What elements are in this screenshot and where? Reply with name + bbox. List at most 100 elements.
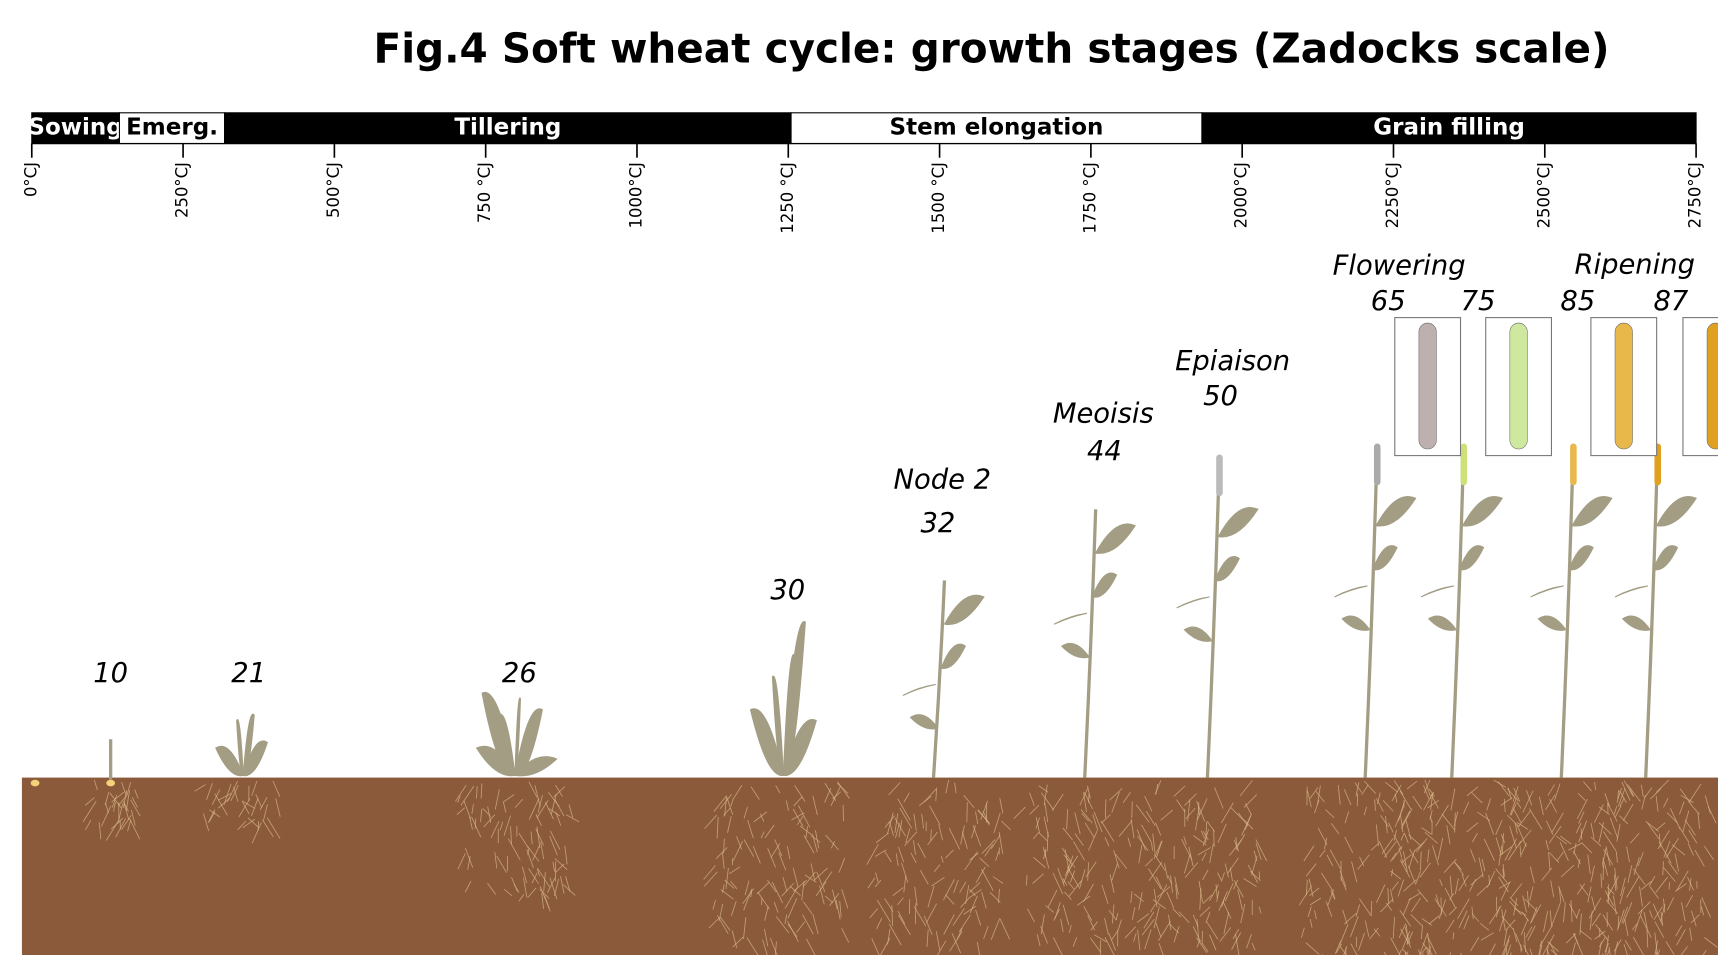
root xyxy=(796,921,806,933)
root xyxy=(1145,810,1156,826)
root xyxy=(824,782,837,801)
root xyxy=(989,892,1001,903)
root xyxy=(1639,886,1643,907)
root xyxy=(1609,817,1619,839)
leaf xyxy=(909,714,939,730)
ear xyxy=(1570,443,1577,486)
root xyxy=(123,803,130,820)
root xyxy=(1152,899,1166,910)
root xyxy=(945,849,954,859)
root xyxy=(759,813,765,822)
root xyxy=(1598,821,1604,843)
root xyxy=(1665,837,1679,859)
root xyxy=(1607,876,1619,897)
root xyxy=(1350,916,1359,938)
root xyxy=(1344,836,1354,854)
root xyxy=(969,895,978,914)
root xyxy=(899,807,913,829)
root xyxy=(241,800,256,809)
root xyxy=(535,828,544,846)
root xyxy=(1577,858,1581,869)
root xyxy=(1502,864,1505,877)
root xyxy=(1655,822,1666,831)
root xyxy=(1404,926,1411,945)
stage-code: 32 xyxy=(920,508,955,539)
root xyxy=(1549,798,1558,813)
root xyxy=(1384,781,1399,793)
root xyxy=(1545,794,1556,811)
root xyxy=(1630,832,1640,844)
root xyxy=(931,877,945,887)
root xyxy=(1306,790,1312,808)
root xyxy=(839,900,842,917)
root xyxy=(1394,806,1404,828)
plants xyxy=(30,317,1718,787)
leaf xyxy=(1427,615,1457,631)
root xyxy=(1063,854,1076,868)
leaf xyxy=(1530,585,1564,598)
root xyxy=(1549,910,1553,928)
root xyxy=(1419,933,1429,954)
stem xyxy=(1083,509,1098,778)
root xyxy=(1590,836,1602,847)
root xyxy=(1429,810,1433,820)
root xyxy=(778,852,787,871)
leaf xyxy=(215,745,244,777)
root xyxy=(1389,889,1394,903)
root xyxy=(464,880,472,893)
root xyxy=(1613,805,1618,815)
root xyxy=(1591,912,1602,927)
root xyxy=(976,942,981,955)
root xyxy=(1334,940,1342,954)
root xyxy=(1702,949,1707,955)
root xyxy=(1547,941,1559,952)
scale-label: 250°CJ xyxy=(173,162,192,218)
group-name: Flowering xyxy=(1333,251,1466,282)
stage-code: 30 xyxy=(770,575,805,606)
root xyxy=(888,782,901,796)
root xyxy=(1174,876,1179,896)
root xyxy=(1428,788,1435,797)
root xyxy=(541,892,545,909)
root xyxy=(1038,832,1048,842)
root xyxy=(1687,843,1695,856)
root xyxy=(1079,787,1089,806)
root xyxy=(1163,863,1169,879)
root xyxy=(1172,908,1182,918)
leaf xyxy=(1621,615,1651,631)
root xyxy=(1545,840,1549,851)
root xyxy=(544,895,551,912)
root xyxy=(1602,914,1614,931)
root xyxy=(1438,899,1447,920)
root xyxy=(774,941,777,955)
root xyxy=(1423,785,1430,800)
root xyxy=(959,881,967,893)
leaf xyxy=(1568,545,1594,571)
root xyxy=(1538,940,1542,955)
root xyxy=(1514,822,1518,834)
root xyxy=(1400,928,1412,948)
root xyxy=(958,914,971,933)
phase-label: Tillering xyxy=(454,115,561,141)
root xyxy=(1135,804,1150,823)
root xyxy=(1175,884,1178,900)
root xyxy=(1421,827,1432,835)
root xyxy=(731,930,738,949)
root xyxy=(1424,831,1438,844)
root xyxy=(1243,878,1257,887)
root xyxy=(480,808,483,823)
root xyxy=(1621,906,1629,923)
root xyxy=(784,887,798,909)
root xyxy=(1663,840,1671,858)
root xyxy=(718,903,724,922)
root xyxy=(1370,843,1379,851)
root xyxy=(460,785,475,806)
root xyxy=(966,802,968,823)
root xyxy=(1573,932,1584,955)
root xyxy=(1509,826,1517,849)
root xyxy=(1558,887,1562,903)
root xyxy=(775,916,790,934)
root xyxy=(82,800,97,823)
root xyxy=(1454,862,1465,876)
